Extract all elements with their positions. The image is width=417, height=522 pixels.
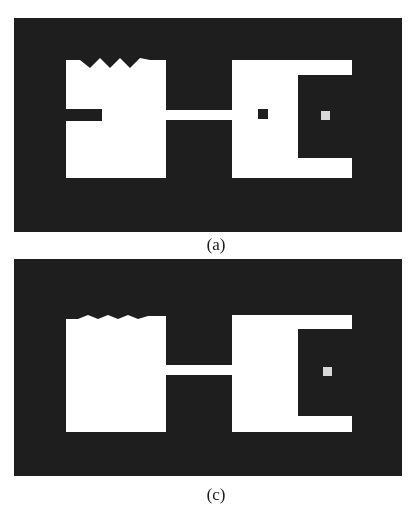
caption-a: (a) (206, 235, 226, 254)
panel-a-left-block (66, 58, 166, 178)
panel-c-bridge (166, 365, 232, 375)
panel-a-bridge (166, 110, 232, 120)
panel-a-right-block (232, 60, 352, 178)
panel-c-left-block (66, 315, 166, 432)
panel-c-light-dot (323, 367, 332, 376)
panel-a-light-dot (321, 111, 330, 120)
panel-c-image (14, 259, 402, 476)
panel-c-right-block (232, 315, 352, 432)
panel-a-dark-dot (258, 109, 268, 119)
panel-a-image (14, 18, 402, 232)
caption-c: (c) (206, 485, 226, 504)
